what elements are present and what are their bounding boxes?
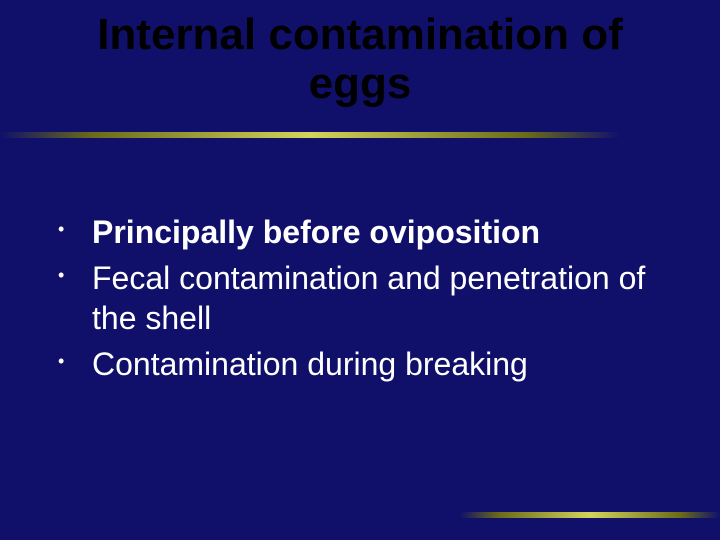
bullet-list: Principally before oviposition Fecal con… [48,212,672,384]
divider-bottom [460,512,720,518]
bullet-item: Contamination during breaking [48,344,672,384]
bullet-text: Contamination during breaking [92,346,528,382]
slide-title: Internal contamination of eggs [0,0,720,109]
bullet-item: Fecal contamination and penetration of t… [48,258,672,338]
bullet-text: Fecal contamination and penetration of t… [92,260,645,336]
slide: Internal contamination of eggs Principal… [0,0,720,540]
bullet-text: Principally before oviposition [92,214,540,250]
bullet-item: Principally before oviposition [48,212,672,252]
slide-body: Principally before oviposition Fecal con… [48,212,672,390]
divider-top [0,132,620,138]
